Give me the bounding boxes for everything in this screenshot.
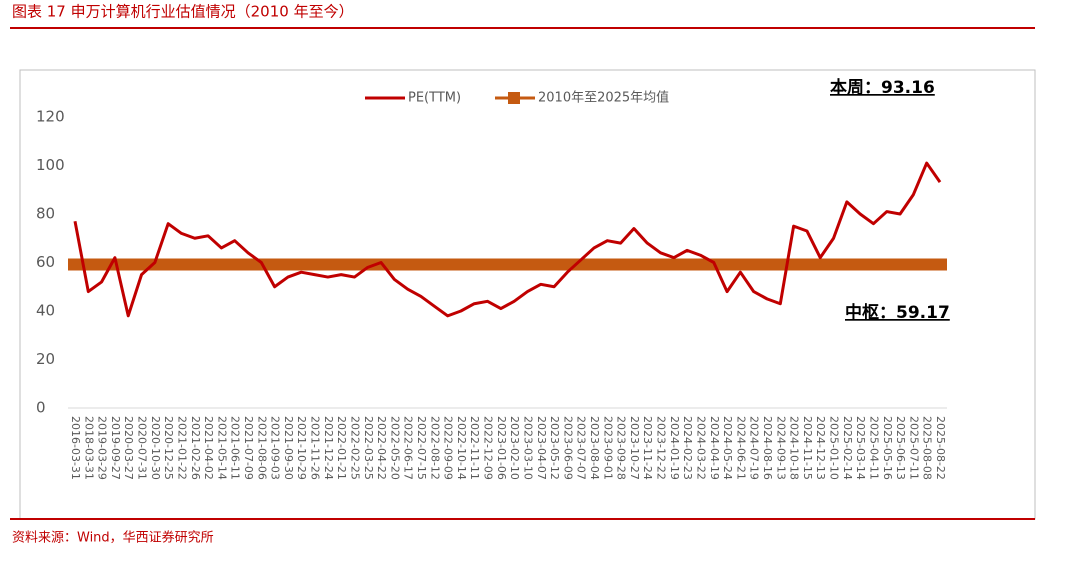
legend-swatch bbox=[508, 92, 520, 104]
y-tick-label: 80 bbox=[36, 205, 55, 223]
x-tick-label: 2021-08-06 bbox=[255, 416, 268, 480]
x-tick-label: 2025-08-08 bbox=[921, 416, 934, 480]
x-tick-label: 2024-10-18 bbox=[788, 416, 801, 480]
y-tick-label: 100 bbox=[36, 156, 65, 174]
y-tick-label: 0 bbox=[36, 399, 46, 417]
x-tick-label: 2019-03-29 bbox=[96, 416, 109, 480]
x-tick-label: 2025-05-16 bbox=[881, 416, 894, 480]
legend-label: 2010年至2025年均值 bbox=[538, 90, 669, 106]
x-tick-label: 2024-02-23 bbox=[681, 416, 694, 480]
x-tick-label: 2025-03-14 bbox=[854, 416, 867, 480]
x-tick-label: 2021-02-26 bbox=[189, 416, 202, 480]
x-tick-label: 2023-03-10 bbox=[521, 416, 534, 480]
x-tick-label: 2019-09-27 bbox=[109, 416, 122, 480]
x-tick-label: 2025-06-13 bbox=[894, 416, 907, 480]
x-tick-label: 2020-07-31 bbox=[136, 416, 149, 480]
x-tick-label: 2024-11-15 bbox=[801, 416, 814, 480]
x-tick-label: 2018-03-31 bbox=[82, 416, 95, 480]
x-tick-label: 2021-10-29 bbox=[295, 416, 308, 480]
x-tick-label: 2023-09-01 bbox=[601, 416, 614, 480]
x-tick-label: 2020-10-30 bbox=[149, 416, 162, 480]
x-tick-label: 2024-05-24 bbox=[721, 416, 734, 480]
x-tick-label: 2024-04-19 bbox=[708, 416, 721, 480]
x-tick-label: 2023-09-28 bbox=[615, 416, 628, 480]
x-tick-label: 2024-06-21 bbox=[734, 416, 747, 480]
x-tick-label: 2022-10-14 bbox=[455, 416, 468, 480]
x-tick-label: 2021-09-03 bbox=[269, 416, 282, 480]
x-tick-label: 2023-10-27 bbox=[628, 416, 641, 480]
pe-line bbox=[73, 161, 942, 318]
x-tick-label: 2022-01-21 bbox=[335, 416, 348, 480]
x-tick-label: 2022-09-09 bbox=[442, 416, 455, 480]
x-tick-label: 2025-02-14 bbox=[841, 416, 854, 480]
x-tick-label: 2022-02-25 bbox=[348, 416, 361, 480]
x-tick-label: 2022-11-11 bbox=[468, 416, 481, 480]
x-tick-label: 2023-12-22 bbox=[655, 416, 668, 480]
x-tick-label: 2021-05-14 bbox=[215, 416, 228, 480]
x-tick-label: 2023-06-09 bbox=[561, 416, 574, 480]
x-tick-label: 2023-05-12 bbox=[548, 416, 561, 480]
x-tick-label: 2024-08-16 bbox=[761, 416, 774, 480]
x-tick-label: 2021-12-24 bbox=[322, 416, 335, 480]
x-tick-label: 2022-12-09 bbox=[482, 416, 495, 480]
page-title: 图表 17 申万计算机行业估值情况（2010 年至今） bbox=[12, 3, 354, 21]
legend-label: PE(TTM) bbox=[408, 91, 461, 106]
annotation: 中枢：59.17 bbox=[845, 302, 950, 323]
x-tick-label: 2021-06-11 bbox=[229, 416, 242, 480]
x-tick-label: 2024-12-13 bbox=[814, 416, 827, 480]
x-tick-label: 2021-04-02 bbox=[202, 416, 215, 480]
x-tick-label: 2025-08-22 bbox=[934, 416, 947, 480]
x-tick-label: 2024-03-22 bbox=[694, 416, 707, 480]
x-tick-label: 2023-04-07 bbox=[535, 416, 548, 480]
source: 资料来源：Wind，华西证券研究所 bbox=[12, 530, 214, 546]
x-tick-label: 2021-11-26 bbox=[309, 416, 322, 480]
x-tick-label: 2023-02-10 bbox=[508, 416, 521, 480]
x-tick-label: 2022-07-15 bbox=[415, 416, 428, 480]
x-tick-label: 2022-03-25 bbox=[362, 416, 375, 480]
x-tick-label: 2021-01-22 bbox=[175, 416, 188, 480]
x-tick-label: 2024-09-13 bbox=[774, 416, 787, 480]
x-tick-label: 2020-12-25 bbox=[162, 416, 175, 480]
x-tick-label: 2024-01-19 bbox=[668, 416, 681, 480]
y-tick-label: 20 bbox=[36, 350, 55, 368]
y-tick-label: 120 bbox=[36, 108, 65, 126]
x-tick-label: 2023-01-06 bbox=[495, 416, 508, 480]
x-tick-label: 2016-03-31 bbox=[69, 416, 82, 480]
x-tick-label: 2024-07-19 bbox=[748, 416, 761, 480]
x-tick-label: 2025-07-11 bbox=[907, 416, 920, 480]
x-tick-label: 2022-08-12 bbox=[428, 416, 441, 480]
x-tick-label: 2022-06-17 bbox=[402, 416, 415, 480]
x-tick-label: 2025-04-11 bbox=[867, 416, 880, 480]
x-tick-label: 2020-03-27 bbox=[122, 416, 135, 480]
x-tick-label: 2023-11-24 bbox=[641, 416, 654, 480]
x-tick-label: 2023-08-04 bbox=[588, 416, 601, 480]
y-tick-label: 40 bbox=[36, 302, 55, 320]
annotation: 本周：93.16 bbox=[830, 77, 935, 98]
x-tick-label: 2021-09-30 bbox=[282, 416, 295, 480]
x-tick-label: 2025-01-10 bbox=[828, 416, 841, 480]
y-tick-label: 60 bbox=[36, 253, 55, 271]
x-tick-label: 2022-05-20 bbox=[388, 416, 401, 480]
x-tick-label: 2023-07-07 bbox=[575, 416, 588, 480]
x-tick-label: 2022-04-22 bbox=[375, 416, 388, 480]
x-tick-label: 2021-07-09 bbox=[242, 416, 255, 480]
